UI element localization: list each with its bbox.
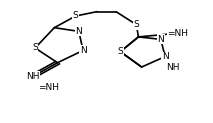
Text: S: S [118, 47, 123, 56]
Text: N: N [157, 35, 164, 44]
Text: N: N [162, 52, 168, 61]
Text: NH: NH [166, 62, 179, 72]
Text: NH: NH [26, 72, 40, 81]
Text: S: S [32, 43, 38, 53]
Text: N: N [75, 27, 82, 36]
Text: S: S [134, 20, 139, 29]
Text: N: N [80, 46, 86, 55]
Text: =NH: =NH [167, 29, 188, 38]
Text: =NH: =NH [39, 83, 59, 92]
Text: S: S [73, 11, 78, 21]
